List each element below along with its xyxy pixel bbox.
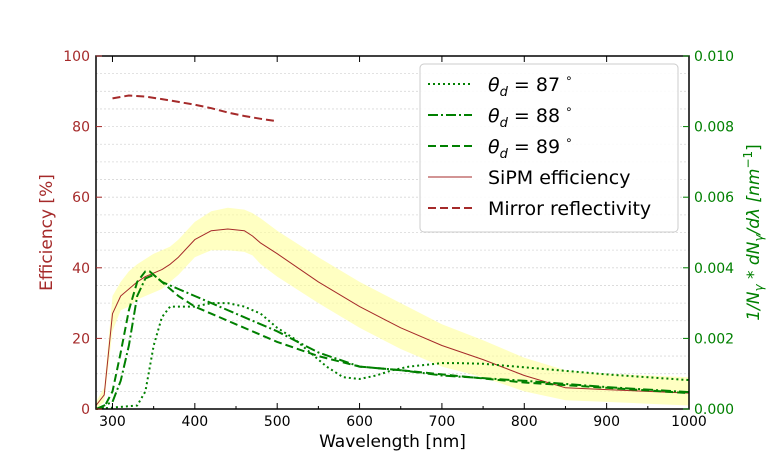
x-tick-label: 600 [346, 414, 373, 430]
y-left-tick-label: 20 [72, 331, 90, 347]
x-tick-label: 900 [593, 414, 620, 430]
x-tick-label: 1000 [671, 414, 707, 430]
sipm-efficiency-line [95, 228, 690, 406]
y-left-tick-label: 60 [72, 190, 90, 206]
legend-box [419, 63, 679, 233]
legend: θd = 87 ∘θd = 88 ∘θd = 89 ∘ SiPM efficiency M… [419, 63, 679, 233]
legend-theta-88-label: θd = 88 ∘ [488, 102, 573, 131]
y-right-tick-label: 0.008 [694, 120, 734, 136]
ticks: 300 400 500 600 700 800 900 1000 0 20 40 60 80 100 0.0… [63, 49, 734, 430]
legend-theta-88: θd = 88 ∘ [428, 102, 573, 131]
series-group [95, 94, 690, 410]
mirror-reflectivity-line [112, 94, 278, 123]
x-tick-label: 300 [99, 414, 126, 430]
legend-sipm-efficiency-label: SiPM efficiency [488, 167, 630, 189]
x-axis-label: Wavelength [nm] [319, 432, 466, 452]
y-left-tick-label: 40 [72, 261, 90, 277]
theta-87-line [95, 302, 690, 410]
theta-88-line [95, 273, 690, 410]
x-tick-label: 800 [511, 414, 538, 430]
y-right-tick-label: 0.004 [694, 261, 734, 277]
plot-frame [95, 55, 690, 410]
legend-items: θd = 87 ∘θd = 88 ∘θd = 89 ∘ SiPM efficiency M… [428, 71, 651, 220]
legend-theta-89-label: θd = 89 ∘ [488, 133, 573, 162]
legend-theta-87: θd = 87 ∘ [428, 71, 573, 100]
theta-89-line [95, 270, 690, 410]
y-left-tick-label: 100 [63, 49, 90, 65]
y-axis-label-left: Efficiency [%] [37, 174, 57, 291]
legend-mirror-reflectivity: Mirror reflectivity [428, 198, 651, 220]
legend-theta-87-label: θd = 87 ∘ [488, 71, 573, 100]
y-right-tick-label: 0.002 [694, 331, 734, 347]
y-right-tick-label: 0.000 [694, 402, 734, 418]
y-right-tick-label: 0.010 [694, 49, 734, 65]
y-left-tick-label: 0 [81, 402, 90, 418]
sipm-uncertainty-band [96, 207, 689, 409]
y-right-tick-label: 0.006 [694, 190, 734, 206]
legend-theta-89: θd = 89 ∘ [428, 133, 573, 162]
y-axis-label-right: 1/Nγ * dNγ/dλ [nm−1] [741, 144, 766, 321]
x-tick-label: 700 [429, 414, 456, 430]
y-left-tick-label: 80 [72, 120, 90, 136]
sipm-efficiency-band [96, 207, 689, 409]
x-tick-label: 500 [264, 414, 291, 430]
legend-mirror-reflectivity-label: Mirror reflectivity [488, 198, 651, 220]
x-tick-label: 400 [181, 414, 208, 430]
legend-sipm-efficiency: SiPM efficiency [428, 167, 630, 189]
